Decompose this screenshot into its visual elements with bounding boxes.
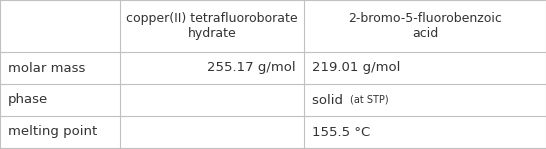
Text: (at STP): (at STP) <box>350 95 389 105</box>
Text: molar mass: molar mass <box>8 62 85 74</box>
Text: 2-bromo-5-fluorobenzoic
acid: 2-bromo-5-fluorobenzoic acid <box>348 12 502 40</box>
Text: melting point: melting point <box>8 125 97 139</box>
Text: 255.17 g/mol: 255.17 g/mol <box>207 62 296 74</box>
Text: solid: solid <box>312 94 352 107</box>
Text: 219.01 g/mol: 219.01 g/mol <box>312 62 400 74</box>
Text: phase: phase <box>8 94 48 107</box>
Text: copper(II) tetrafluoroborate
hydrate: copper(II) tetrafluoroborate hydrate <box>126 12 298 40</box>
Text: 155.5 °C: 155.5 °C <box>312 125 370 139</box>
